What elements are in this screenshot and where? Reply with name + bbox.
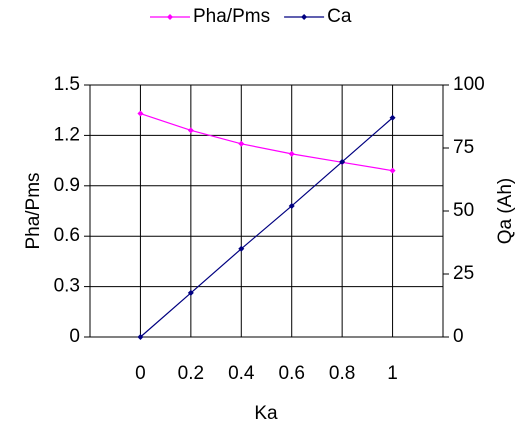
y2-tick-label: 75 xyxy=(453,137,474,158)
legend-label: Ca xyxy=(327,6,352,27)
y-tick-label: 1.2 xyxy=(54,124,80,145)
y-axis-label: Pha/Pms xyxy=(23,172,44,249)
data-point xyxy=(389,114,396,121)
data-point xyxy=(238,140,245,147)
x-tick-label: 0 xyxy=(135,363,146,384)
x-tick-label: 0.2 xyxy=(178,363,204,384)
x-tick-label: 0.4 xyxy=(228,363,255,384)
y2-tick-label: 25 xyxy=(453,263,474,284)
y-tick-label: 0.6 xyxy=(54,225,80,246)
data-point xyxy=(288,202,295,209)
y-tick-label: 1.5 xyxy=(54,74,80,95)
data-point xyxy=(137,110,144,117)
y2-axis-label: Qa (Ah) xyxy=(495,178,516,245)
plot-border xyxy=(89,84,444,338)
x-tick-label: 0.8 xyxy=(329,363,355,384)
data-point xyxy=(389,167,396,174)
y2-tick-label: 50 xyxy=(453,200,474,221)
y2-tick-label: 100 xyxy=(453,74,485,95)
legend-label: Pha/Pms xyxy=(193,6,270,27)
y-tick-label: 0 xyxy=(69,326,80,347)
y-tick-label: 0.3 xyxy=(54,276,80,297)
y-tick-label: 0.9 xyxy=(54,175,80,196)
data-point xyxy=(137,334,144,340)
data-point xyxy=(187,127,194,134)
data-point xyxy=(288,150,295,157)
series-line xyxy=(140,117,393,338)
series-line xyxy=(140,112,393,172)
x-tick-label: 1 xyxy=(387,363,398,384)
x-axis-label: Ka xyxy=(254,403,278,424)
x-tick-label: 0.6 xyxy=(279,363,305,384)
y2-tick-label: 0 xyxy=(453,326,464,347)
data-point xyxy=(238,245,245,252)
data-point xyxy=(187,289,194,296)
legend-marker xyxy=(167,14,173,20)
data-point xyxy=(339,158,346,165)
legend-marker xyxy=(301,14,308,20)
